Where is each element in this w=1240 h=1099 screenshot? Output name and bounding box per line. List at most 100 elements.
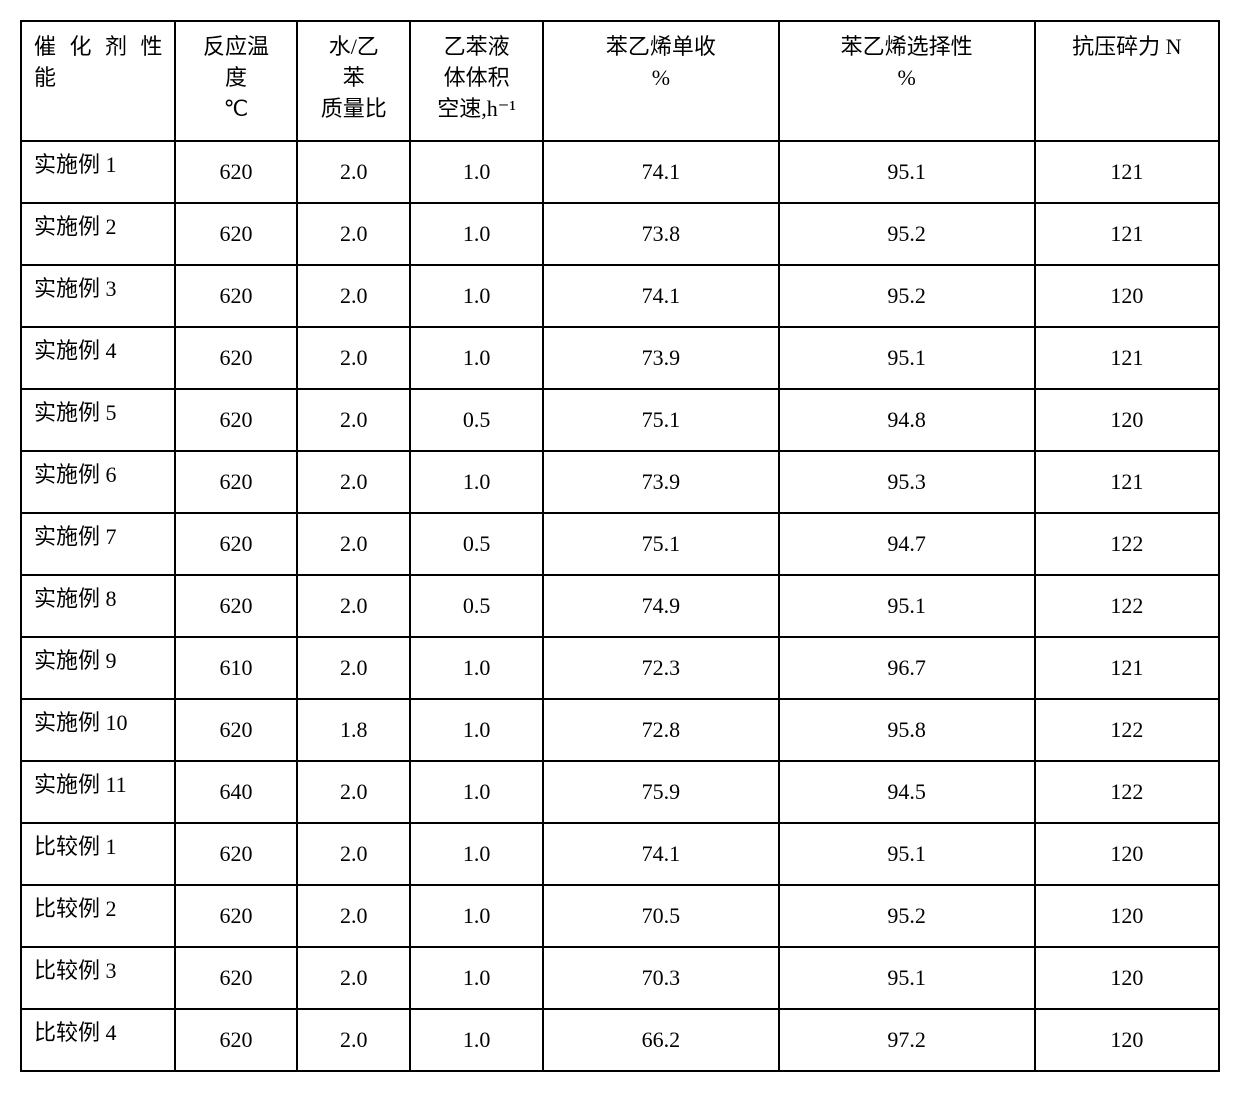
table-cell: 95.2 [779,203,1035,265]
table-cell: 2.0 [297,265,410,327]
row-label: 实施例 1 [21,141,175,203]
row-label: 比较例 1 [21,823,175,885]
table-cell: 95.2 [779,885,1035,947]
table-cell: 73.9 [543,451,779,513]
table-cell: 121 [1035,327,1219,389]
header-text-line: 水/乙 [329,34,379,59]
table-cell: 1.0 [410,203,543,265]
table-cell: 122 [1035,513,1219,575]
header-reaction-temperature: 反应温 度 ℃ [175,21,298,141]
table-row: 实施例 36202.01.074.195.2120 [21,265,1219,327]
table-cell: 95.1 [779,947,1035,1009]
table-cell: 2.0 [297,637,410,699]
table-cell: 66.2 [543,1009,779,1071]
table-cell: 72.3 [543,637,779,699]
table-row: 比较例 16202.01.074.195.1120 [21,823,1219,885]
header-styrene-selectivity: 苯乙烯选择性 % [779,21,1035,141]
row-label: 实施例 8 [21,575,175,637]
table-cell: 72.8 [543,699,779,761]
header-text-line: 空速,h⁻¹ [437,96,516,121]
table-cell: 120 [1035,265,1219,327]
header-text-line: 催 化 剂 性 [34,34,167,59]
table-cell: 1.0 [410,823,543,885]
table-row: 比较例 26202.01.070.595.2120 [21,885,1219,947]
table-cell: 1.0 [410,637,543,699]
header-text-line: 抗压碎力 N [1072,34,1181,59]
row-label: 实施例 9 [21,637,175,699]
table-cell: 94.5 [779,761,1035,823]
table-cell: 2.0 [297,823,410,885]
table-cell: 95.1 [779,575,1035,637]
table-cell: 620 [175,823,298,885]
table-cell: 1.0 [410,327,543,389]
table-row: 实施例 46202.01.073.995.1121 [21,327,1219,389]
header-text-line: 能 [34,65,60,90]
table-cell: 1.0 [410,885,543,947]
table-cell: 73.8 [543,203,779,265]
header-text-line: % [897,65,915,90]
row-label: 实施例 2 [21,203,175,265]
table-cell: 121 [1035,637,1219,699]
header-text-line: 度 [225,65,247,90]
catalyst-performance-table: 催 化 剂 性 能 反应温 度 ℃ 水/乙 苯 质量比 乙苯液 体体积 空速,h… [20,20,1220,1072]
table-cell: 73.9 [543,327,779,389]
table-cell: 1.0 [410,265,543,327]
row-label: 实施例 6 [21,451,175,513]
table-cell: 1.0 [410,761,543,823]
header-text-line: 苯乙烯单收 [606,34,716,59]
table-cell: 94.8 [779,389,1035,451]
header-text-line: 乙苯液 [444,34,510,59]
header-text-line: ℃ [224,96,249,121]
table-cell: 95.3 [779,451,1035,513]
table-cell: 97.2 [779,1009,1035,1071]
table-cell: 121 [1035,141,1219,203]
table-cell: 620 [175,203,298,265]
table-cell: 620 [175,389,298,451]
table-cell: 94.7 [779,513,1035,575]
table-cell: 0.5 [410,389,543,451]
header-catalyst-performance: 催 化 剂 性 能 [21,21,175,141]
table-cell: 122 [1035,699,1219,761]
table-cell: 75.9 [543,761,779,823]
table-cell: 0.5 [410,575,543,637]
table-cell: 620 [175,947,298,1009]
row-label: 实施例 10 [21,699,175,761]
table-cell: 70.5 [543,885,779,947]
table-cell: 120 [1035,823,1219,885]
table-cell: 120 [1035,947,1219,1009]
header-text-line: 反应温 [203,34,269,59]
table-cell: 1.0 [410,947,543,1009]
table-row: 实施例 86202.00.574.995.1122 [21,575,1219,637]
table-cell: 95.1 [779,327,1035,389]
header-styrene-yield: 苯乙烯单收 % [543,21,779,141]
table-row: 实施例 96102.01.072.396.7121 [21,637,1219,699]
table-cell: 620 [175,513,298,575]
table-row: 实施例 106201.81.072.895.8122 [21,699,1219,761]
table-cell: 75.1 [543,513,779,575]
table-cell: 1.0 [410,1009,543,1071]
table-cell: 95.2 [779,265,1035,327]
table-cell: 95.8 [779,699,1035,761]
table-cell: 95.1 [779,823,1035,885]
table-cell: 75.1 [543,389,779,451]
table-cell: 1.8 [297,699,410,761]
row-label: 实施例 7 [21,513,175,575]
table-cell: 2.0 [297,947,410,1009]
table-row: 实施例 66202.01.073.995.3121 [21,451,1219,513]
table-cell: 2.0 [297,451,410,513]
table-cell: 120 [1035,389,1219,451]
row-label: 比较例 4 [21,1009,175,1071]
table-cell: 121 [1035,203,1219,265]
row-label: 实施例 5 [21,389,175,451]
row-label: 实施例 3 [21,265,175,327]
header-crushing-strength: 抗压碎力 N [1035,21,1219,141]
table-cell: 2.0 [297,513,410,575]
table-cell: 96.7 [779,637,1035,699]
table-cell: 121 [1035,451,1219,513]
table-row: 实施例 26202.01.073.895.2121 [21,203,1219,265]
table-cell: 0.5 [410,513,543,575]
table-row: 比较例 46202.01.066.297.2120 [21,1009,1219,1071]
table-cell: 640 [175,761,298,823]
table-cell: 95.1 [779,141,1035,203]
table-row: 实施例 116402.01.075.994.5122 [21,761,1219,823]
